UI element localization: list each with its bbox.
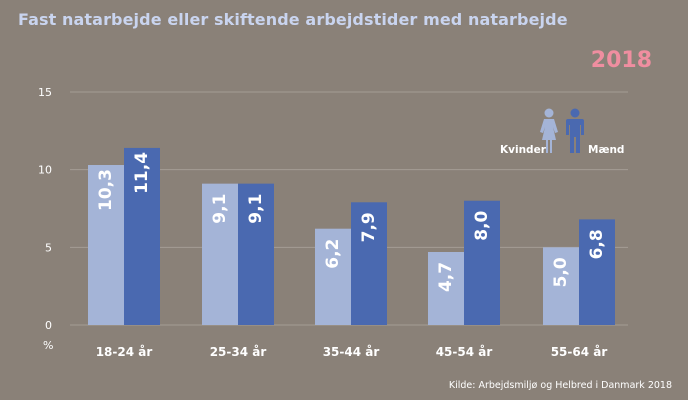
y-tick-label: 0 — [45, 319, 52, 332]
data-label: 8,0 — [472, 211, 492, 241]
bar — [88, 165, 124, 325]
y-tick-label: 5 — [45, 241, 52, 254]
data-label: 9,1 — [246, 194, 266, 224]
woman-icon — [540, 108, 558, 153]
bar — [315, 228, 351, 325]
data-label: 7,9 — [359, 212, 379, 242]
data-label: 10,3 — [96, 169, 116, 211]
x-tick-label: 35-44 år — [323, 345, 380, 359]
bar — [124, 147, 160, 325]
x-tick-label: 25-34 år — [210, 345, 267, 359]
data-label: 9,1 — [210, 194, 230, 224]
source-note: Kilde: Arbejdsmiljø og Helbred i Danmark… — [448, 380, 672, 391]
bar — [238, 183, 274, 325]
bar — [202, 183, 238, 325]
legend-label-kvinder: Kvinder — [500, 144, 546, 156]
legend-label-maend: Mænd — [588, 144, 625, 156]
x-tick-label: 45-54 år — [436, 345, 493, 359]
data-label: 6,2 — [323, 239, 343, 269]
data-label: 4,7 — [436, 262, 456, 292]
bar — [543, 247, 579, 325]
x-tick-label: 55-64 år — [551, 345, 608, 359]
y-tick-label: 10 — [38, 164, 52, 177]
bar — [464, 200, 500, 325]
bar — [428, 251, 464, 325]
bar — [579, 219, 615, 325]
data-label: 11,4 — [132, 152, 152, 194]
chart-title: Fast natarbejde eller skiftende arbejdst… — [18, 10, 568, 29]
man-icon — [566, 108, 584, 153]
y-axis-unit: % — [43, 339, 54, 352]
x-tick-label: 18-24 år — [96, 345, 153, 359]
chart-year: 2018 — [590, 48, 652, 73]
y-tick-label: 15 — [38, 86, 52, 99]
bar — [351, 202, 387, 325]
data-label: 5,0 — [551, 257, 571, 287]
data-label: 6,8 — [587, 229, 607, 259]
